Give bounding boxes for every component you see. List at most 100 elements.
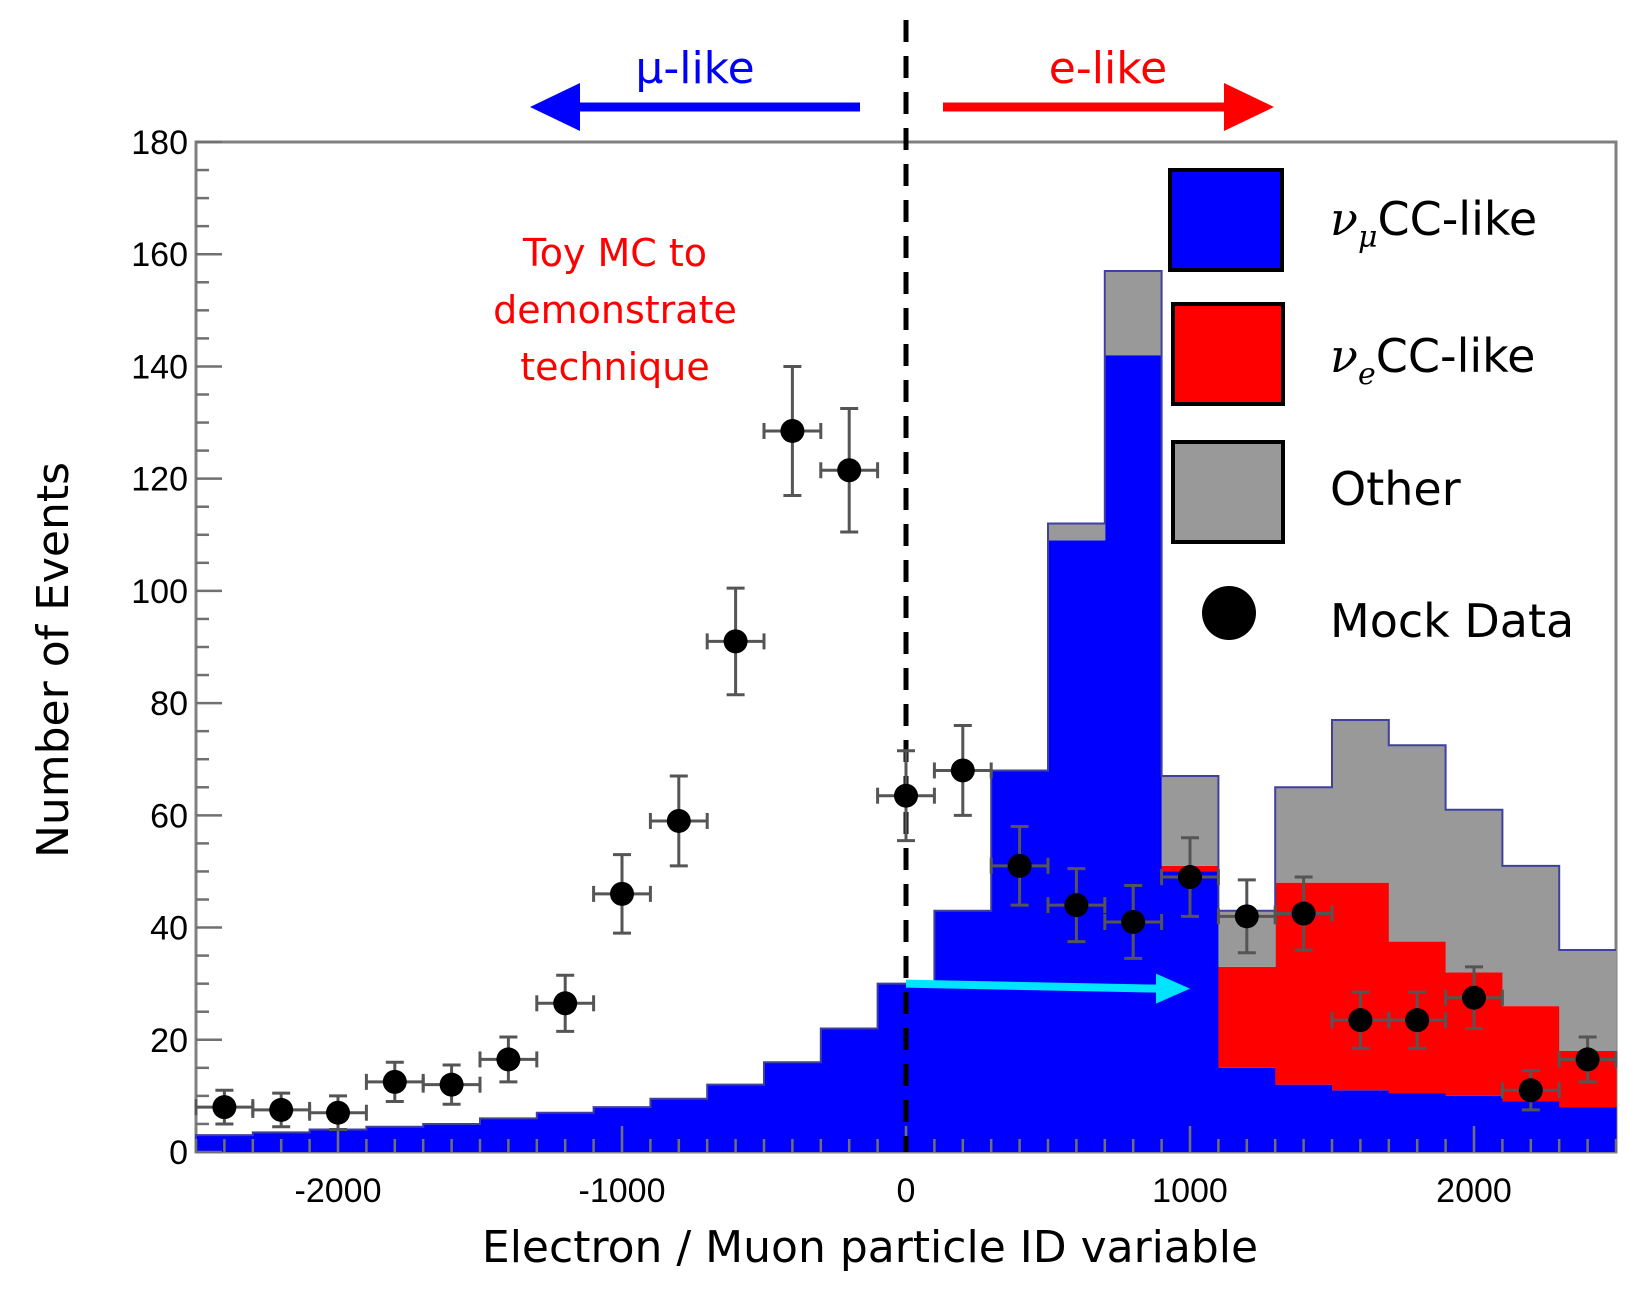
data-marker (1178, 865, 1202, 890)
mock-data-point-21 (1387, 990, 1448, 1050)
bar-numu-bin-16 (1104, 355, 1163, 1152)
legend-mock-data-label: Mock Data (1330, 594, 1574, 648)
data-marker (837, 458, 862, 483)
mu-like-label: μ-like (635, 43, 754, 94)
y-tick-label-100: 100 (131, 573, 188, 611)
mock-data-point-11 (819, 407, 880, 534)
bar-other-bin-24 (1559, 950, 1617, 1051)
mock-data-point-2 (308, 1094, 368, 1132)
mock-data-point-13 (932, 724, 993, 817)
x-tick-label-0: 0 (897, 1172, 916, 1210)
shift-arrow-head (1156, 973, 1190, 1004)
bar-numu-bin-15 (1048, 540, 1106, 1152)
bar-nue-bin-18 (1218, 966, 1276, 1068)
legend-numu-sub: μ (1358, 220, 1378, 255)
x-tick-label--1000: -1000 (579, 1172, 666, 1210)
data-marker (1007, 853, 1032, 878)
data-marker (1462, 985, 1486, 1010)
e-like-region: e-like (943, 43, 1274, 131)
mock-data-point-14 (989, 825, 1050, 907)
x-tick-label--2000: -2000 (295, 1172, 382, 1210)
bar-other-bin-20 (1332, 719, 1390, 883)
y-tick-label-140: 140 (131, 348, 188, 386)
data-marker (1405, 1008, 1430, 1033)
bar-nue-bin-20 (1332, 882, 1390, 1091)
mu-like-region: μ-like (530, 43, 860, 131)
legend: νμCC-like νeCC-like Other Mock Data (1168, 168, 1574, 648)
data-marker (1121, 909, 1146, 934)
data-marker (1291, 901, 1316, 926)
axes (194, 140, 1618, 1154)
mock-data-point-9 (705, 586, 766, 697)
data-marker (269, 1097, 294, 1122)
bar-other-bin-16 (1104, 271, 1163, 356)
bar-numu-bin-11 (820, 1028, 879, 1152)
bar-other-bin-15 (1048, 523, 1106, 541)
y-tick-label-40: 40 (150, 910, 188, 948)
annotation-line-3: technique (520, 345, 709, 389)
mock-data-points (194, 364, 1618, 1132)
x-tick-label-1000: 1000 (1152, 1172, 1228, 1210)
legend-nue-nu: ν (1330, 329, 1358, 383)
legend-nue-label: νeCC-like (1330, 329, 1535, 392)
data-marker (553, 991, 578, 1016)
data-marker (950, 758, 975, 783)
y-tick-label-180: 180 (131, 124, 188, 162)
legend-nue-sub: e (1358, 357, 1376, 392)
bar-other-bin-19 (1275, 787, 1333, 883)
toy-mc-annotation: Toy MC to demonstrate technique (493, 231, 737, 389)
y-tick-label-120: 120 (131, 461, 188, 499)
mock-data-point-23 (1500, 1069, 1561, 1112)
e-like-label: e-like (1049, 43, 1167, 94)
mock-data-point-10 (762, 364, 823, 497)
mock-data-point-15 (1046, 867, 1107, 944)
legend-mock-data-marker (1202, 586, 1256, 640)
y-tick-label-80: 80 (150, 685, 188, 723)
mock-data-point-22 (1444, 965, 1504, 1031)
legend-numu-rest: CC-like (1377, 192, 1537, 246)
mock-data-point-24 (1557, 1035, 1618, 1084)
mock-data-point-8 (648, 774, 709, 868)
tick-labels: 0 20 40 60 80 100 120 140 160 180 -2000 -1000 0 1000 2… (131, 124, 1512, 1210)
y-axis-title: Number of Events (28, 462, 79, 858)
data-marker (1064, 893, 1089, 918)
bar-numu-bin-10 (764, 1062, 822, 1152)
x-tick-label-2000: 2000 (1436, 1172, 1512, 1210)
bar-numu-bin-17 (1161, 871, 1219, 1152)
bar-other-bin-22 (1445, 809, 1503, 973)
mock-data-point-12 (876, 749, 936, 843)
legend-numu-label: νμCC-like (1330, 192, 1537, 255)
bar-other-bin-23 (1502, 865, 1560, 1007)
stack-outline (195, 270, 1616, 1152)
legend-other-swatch (1171, 440, 1285, 544)
annotation-line-1: Toy MC to (522, 231, 707, 275)
y-tick-label-20: 20 (150, 1022, 188, 1060)
histogram-outline (195, 270, 1616, 1152)
y-tick-label-160: 160 (131, 236, 188, 274)
data-marker (212, 1095, 237, 1120)
data-marker (666, 808, 691, 833)
mock-data-point-17 (1160, 836, 1220, 918)
mock-data-point-19 (1273, 875, 1334, 952)
data-marker (382, 1069, 407, 1094)
shift-arrow-line (905, 979, 1161, 993)
mock-data-point-7 (592, 853, 652, 935)
bar-numu-bin-13 (934, 910, 992, 1152)
legend-numu-swatch (1168, 168, 1284, 272)
mock-data-point-4 (421, 1063, 482, 1106)
y-tick-label-0: 0 (169, 1134, 188, 1172)
data-marker (723, 629, 748, 654)
data-marker (780, 418, 805, 443)
x-axis-title: Electron / Muon particle ID variable (482, 1222, 1258, 1273)
bar-other-bin-21 (1388, 745, 1447, 942)
data-marker (496, 1047, 521, 1072)
legend-nue-rest: CC-like (1376, 329, 1536, 383)
legend-other-label: Other (1330, 462, 1461, 516)
bar-numu-bin-18 (1218, 1067, 1276, 1152)
legend-numu-nu: ν (1330, 192, 1358, 246)
mock-data-point-6 (535, 973, 596, 1033)
data-marker (894, 783, 918, 808)
data-marker (1234, 904, 1259, 929)
data-marker (326, 1100, 350, 1125)
